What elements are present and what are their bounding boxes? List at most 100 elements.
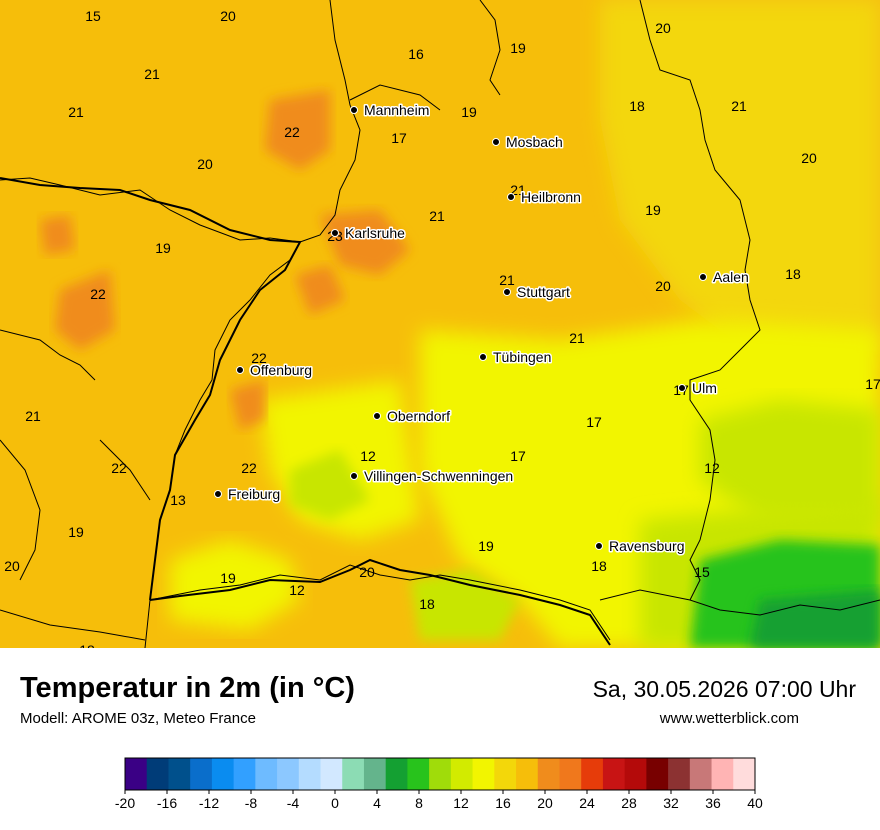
- temperature-label: 21: [25, 408, 41, 424]
- temperature-label: 22: [284, 124, 300, 140]
- website-link[interactable]: www.wetterblick.com: [659, 710, 799, 727]
- legend-tick-label: -20: [115, 795, 135, 811]
- temperature-label: 21: [68, 104, 84, 120]
- legend-tick-label: 12: [453, 795, 469, 811]
- legend-tick-label: -12: [199, 795, 219, 811]
- legend-tick-label: -16: [157, 795, 177, 811]
- city-label: Villingen-Schwenningen: [364, 468, 513, 484]
- model-label: Modell: AROME 03z, Meteo France: [20, 710, 256, 727]
- city-label-halo: Heilbronn: [521, 189, 581, 205]
- legend-swatch: [407, 758, 430, 790]
- temperature-label: 19: [645, 202, 661, 218]
- legend-tick-label: 40: [747, 795, 763, 811]
- city-label: Ravensburg: [609, 538, 685, 554]
- legend-swatch: [320, 758, 343, 790]
- city-label: Mannheim: [364, 102, 429, 118]
- temperature-label: 19: [155, 240, 171, 256]
- legend-tick-label: 0: [331, 795, 339, 811]
- temperature-label: 21: [569, 330, 585, 346]
- temperature-label: 19: [461, 104, 477, 120]
- legend-tick-label: 36: [705, 795, 721, 811]
- temperature-label: 21: [144, 66, 160, 82]
- legend-swatch: [277, 758, 300, 790]
- temperature-label: 12: [289, 582, 305, 598]
- legend-swatch: [646, 758, 669, 790]
- legend-swatch: [516, 758, 539, 790]
- temperature-label: 20: [4, 558, 20, 574]
- city-marker: Villingen-SchwenningenVillingen-Schwenni…: [350, 467, 515, 486]
- city-label-halo: Villingen-Schwenningen: [364, 468, 513, 484]
- city-dot: [678, 384, 686, 392]
- legend-tick-label: 24: [579, 795, 595, 811]
- color-legend: -20 -16 -12 -8 -4 0 4 8 12 16 20 24 28 32 36 40: [115, 757, 763, 811]
- city-label: Mosbach: [506, 134, 563, 150]
- city-label: Tübingen: [493, 349, 551, 365]
- city-label-halo: Mannheim: [364, 102, 429, 118]
- city-label-halo: Stuttgart: [517, 284, 570, 300]
- legend-swatch: [385, 758, 408, 790]
- temperature-label: 21: [429, 208, 445, 224]
- temperature-label: 20: [220, 8, 236, 24]
- temperature-field: [0, 0, 880, 648]
- temperature-label: 22: [90, 286, 106, 302]
- legend-swatch: [559, 758, 582, 790]
- city-dot: [507, 193, 515, 201]
- legend-tick-label: 32: [663, 795, 679, 811]
- city-dot: [492, 138, 500, 146]
- temperature-label: 19: [220, 570, 236, 586]
- city-dot: [236, 366, 244, 374]
- city-dot: [503, 288, 511, 296]
- temperature-label: 17: [391, 130, 407, 146]
- legend-swatch: [342, 758, 365, 790]
- city-label-halo: Ravensburg: [609, 538, 685, 554]
- legend-swatch: [211, 758, 235, 790]
- legend-swatch: [233, 758, 256, 790]
- city-dot: [350, 472, 358, 480]
- temperature-label: 17: [586, 414, 602, 430]
- city-dot: [699, 273, 707, 281]
- legend-swatch: [190, 758, 213, 790]
- legend-tick-label: -8: [245, 795, 258, 811]
- legend-swatch: [581, 758, 604, 790]
- legend-frame: [124, 757, 756, 791]
- city-label: Ulm: [692, 380, 717, 396]
- temperature-label: 19: [68, 524, 84, 540]
- chart-title: Temperatur in 2m (in °C): [20, 672, 355, 704]
- temperature-label: 17: [510, 448, 526, 464]
- city-dot: [214, 490, 222, 498]
- legend-swatch: [733, 758, 756, 790]
- temperature-label: 22: [111, 460, 127, 476]
- legend-swatch: [255, 758, 278, 790]
- city-label-halo: Karlsruhe: [345, 225, 405, 241]
- legend-swatch: [168, 758, 191, 790]
- temperature-label: 13: [170, 492, 186, 508]
- legend-swatch: [711, 758, 734, 790]
- temperature-label: 19: [478, 538, 494, 554]
- city-label: Aalen: [713, 269, 749, 285]
- temperature-label: 21: [499, 272, 515, 288]
- city-label-halo: Freiburg: [228, 486, 280, 502]
- legend-swatch: [363, 758, 387, 790]
- temperature-label: 22: [251, 350, 267, 366]
- temperature-label: 20: [655, 20, 671, 36]
- legend-swatch: [125, 758, 148, 790]
- city-label: Karlsruhe: [345, 225, 405, 241]
- city-label: Offenburg: [250, 362, 312, 378]
- city-label-halo: Tübingen: [493, 349, 551, 365]
- temperature-labels: 1520161920212122201917182120212119192322…: [4, 8, 880, 648]
- country-borders: [0, 177, 611, 646]
- city-dot: [595, 542, 603, 550]
- temperature-label: 15: [85, 8, 101, 24]
- legend-swatch: [689, 758, 713, 790]
- city-label-halo: Aalen: [713, 269, 749, 285]
